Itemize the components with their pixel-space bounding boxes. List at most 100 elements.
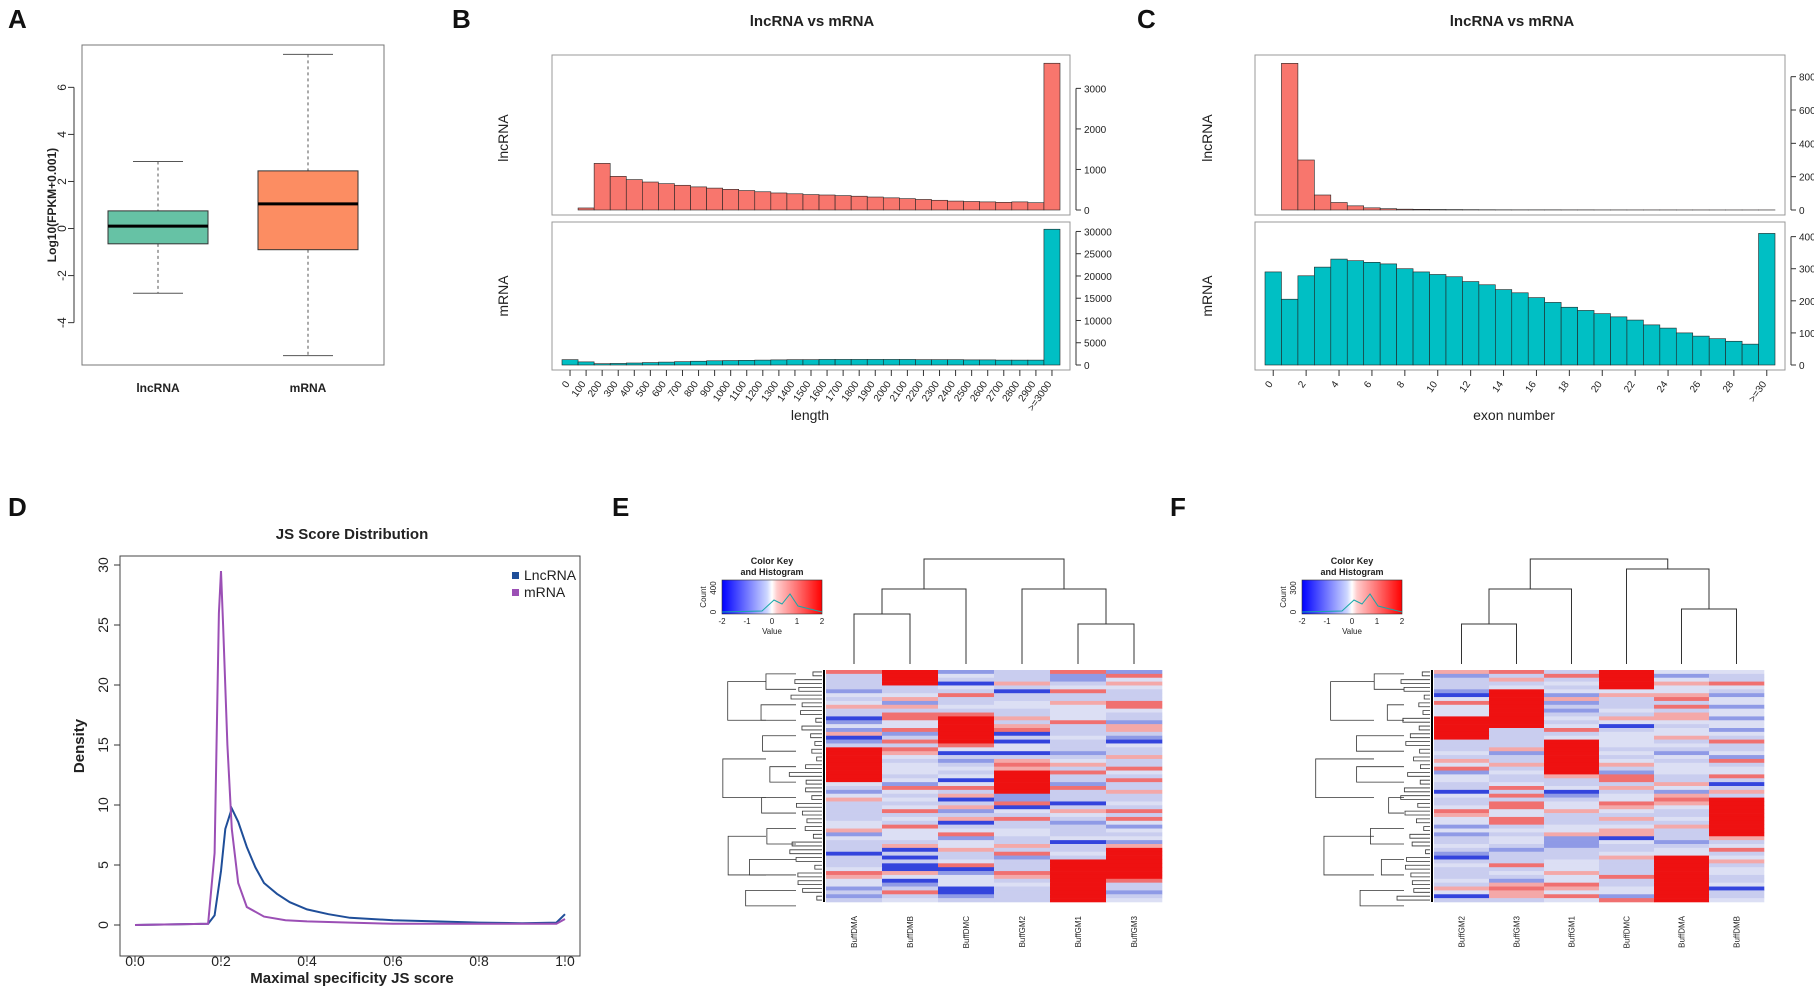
- heatmap-cell: [826, 797, 883, 802]
- heatmap-cell: [1544, 747, 1600, 752]
- x-tick-label: 26: [1688, 379, 1704, 395]
- heatmap-cell: [1544, 820, 1600, 825]
- hist-bar-lncRNA: [1011, 201, 1029, 211]
- heatmap-cell: [1599, 708, 1655, 713]
- heatmap-cell: [1489, 801, 1545, 806]
- heatmap-cell: [1599, 739, 1655, 744]
- heatmap-cell: [1050, 712, 1107, 717]
- heatmap-cell: [1489, 851, 1545, 856]
- heatmap-cell: [826, 894, 883, 899]
- heatmap-cell: [1434, 867, 1490, 872]
- heatmap-cell: [1709, 716, 1765, 721]
- heatmap-cell: [1654, 770, 1710, 775]
- row-dendrogram-branch: [745, 890, 796, 907]
- heatmap-cell: [1599, 847, 1655, 853]
- heatmap-cell: [1106, 789, 1163, 795]
- heatmap-cell: [1599, 673, 1655, 679]
- heatmap-cell: [1599, 882, 1655, 887]
- heatmap-cell: [1106, 805, 1163, 810]
- x-axis-label: Maximal specificity JS score: [250, 970, 453, 987]
- heatmap-cell: [1489, 782, 1545, 787]
- heatmap-cell: [1654, 801, 1710, 806]
- heatmap-cell: [994, 824, 1051, 829]
- heatmap-cell: [1599, 840, 1655, 845]
- heatmap-cell: [1489, 731, 1545, 737]
- heatmap-cell: [1434, 805, 1490, 810]
- heatmap-cell: [1654, 855, 1710, 860]
- heatmap-cell: [1709, 720, 1765, 725]
- heatmap-cell: [1544, 670, 1600, 675]
- heatmap-cell: [1489, 797, 1545, 802]
- hist-bar-lncRNA: [1297, 159, 1315, 211]
- heatmap-cell: [1489, 898, 1545, 903]
- heatmap-cell: [882, 728, 939, 733]
- heatmap-cell: [1654, 890, 1710, 895]
- heatmap-cell: [938, 894, 995, 899]
- heatmap-cell: [994, 832, 1051, 837]
- heatmap-cell: [994, 774, 1051, 779]
- panel-letter-f: F: [1170, 492, 1186, 522]
- heatmap-cell: [1050, 697, 1107, 702]
- heatmap-cell: [1654, 697, 1710, 702]
- heatmap-cell: [1050, 859, 1107, 864]
- color-key-tick: 2: [820, 617, 825, 626]
- hist-bar-mRNA: [754, 359, 772, 366]
- column-label: BuffDMA: [1678, 915, 1687, 948]
- heatmap-cell: [1544, 712, 1600, 717]
- heatmap-cell: [1489, 824, 1545, 829]
- heatmap-cell: [1489, 758, 1545, 764]
- heatmap-cell: [1544, 751, 1600, 756]
- heatmap-cell: [1654, 743, 1710, 748]
- heatmap-cell: [938, 747, 995, 752]
- heatmap-cell: [1654, 689, 1710, 694]
- row-dendrogram-branch: [816, 895, 822, 901]
- row-dendrogram-branch: [1411, 880, 1430, 885]
- heatmap-cell: [994, 894, 1051, 899]
- row-dendrogram-branch: [1422, 710, 1430, 715]
- heatmap-cell: [1654, 844, 1710, 849]
- heatmap-cell: [826, 735, 883, 740]
- heatmap-cell: [1654, 874, 1710, 880]
- heatmap-cell: [1106, 751, 1163, 756]
- heatmap-cell: [1654, 751, 1710, 756]
- hist-bar-mRNA: [850, 359, 868, 366]
- color-key-tick: 0: [1350, 617, 1355, 626]
- heatmap-cell: [1709, 793, 1765, 798]
- row-dendrogram-branch: [1413, 756, 1430, 762]
- heatmap-cell: [1050, 743, 1107, 748]
- heatmap-cell: [1050, 840, 1107, 845]
- heatmap-cell: [1654, 693, 1710, 698]
- heatmap-cell: [1709, 886, 1765, 891]
- heatmap-cell: [826, 890, 883, 895]
- heatmap-cell: [1434, 735, 1490, 740]
- heatmap-cell: [1434, 828, 1490, 833]
- row-dendrogram-branch: [1409, 833, 1430, 839]
- heatmap-cell: [826, 697, 883, 702]
- x-tick-label: 0: [560, 379, 572, 390]
- heatmap-cell: [1599, 809, 1655, 814]
- row-dendrogram-branch: [800, 710, 822, 715]
- heatmap-cell: [938, 886, 995, 891]
- hist-bar-mRNA: [1462, 281, 1480, 366]
- hist-bar-mRNA: [1396, 268, 1414, 366]
- heatmap-cell: [1050, 813, 1107, 818]
- heatmap-cell: [1654, 898, 1710, 903]
- x-tick-label: 500: [634, 379, 653, 399]
- row-dendrogram-branch: [1417, 803, 1430, 808]
- heatmap-cell: [938, 766, 995, 771]
- heatmap-cell: [1106, 782, 1163, 787]
- column-label: BuffDMB: [1733, 916, 1742, 948]
- hist-bar-mRNA: [690, 360, 707, 366]
- row-dendrogram-branch: [1420, 764, 1430, 769]
- heatmap-cell: [1489, 689, 1545, 694]
- heatmap-cell: [882, 793, 939, 798]
- row-dendrogram-branch: [1388, 797, 1404, 814]
- heatmap-cell: [826, 685, 883, 690]
- x-tick-label: 10: [1425, 379, 1441, 395]
- heatmap-cell: [882, 755, 939, 760]
- heatmap-cell: [938, 762, 995, 767]
- x-tick-label: mRNA: [290, 381, 327, 395]
- heatmap-cell: [1489, 809, 1545, 814]
- heatmap-cell: [994, 878, 1051, 883]
- heatmap-cell: [1106, 708, 1163, 713]
